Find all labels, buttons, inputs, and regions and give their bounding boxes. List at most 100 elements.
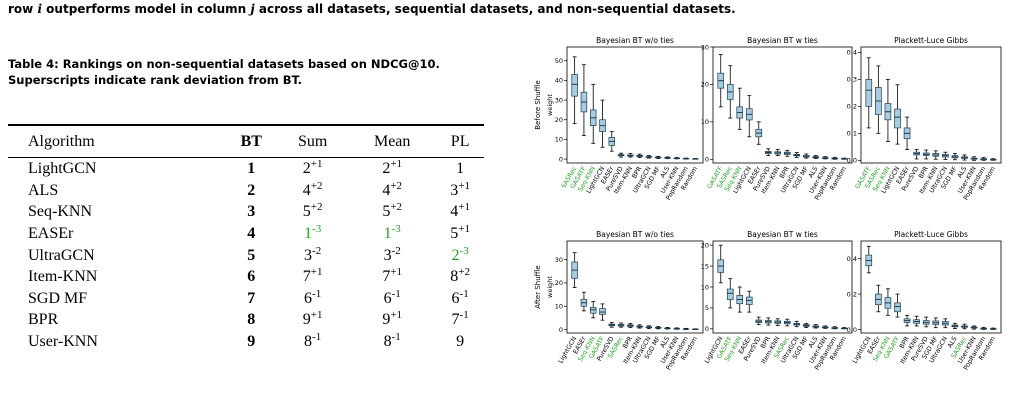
algorithm-cell: LightGCN	[28, 160, 97, 178]
rank: 9	[302, 311, 311, 329]
rank-deviation: -1	[312, 331, 322, 344]
x-tick-label: ALS	[956, 166, 968, 180]
panel-title: Bayesian BT w ties	[747, 230, 818, 239]
y-tick-label: 20	[701, 241, 709, 249]
table-body: LightGCN 1 2+1 2+1 1 ALS 2 4+2 4+2 3+1 Seq-KNN 3 5+2…	[8, 158, 484, 353]
box	[589, 307, 597, 314]
y-tick-label: 0	[705, 156, 709, 164]
x-tick-label: ALS	[659, 166, 671, 180]
panel-title: Bayesian BT w ties	[747, 36, 818, 45]
rank-cell: 1-3	[277, 223, 348, 245]
y-tick-label: 30	[555, 256, 563, 264]
panel-title: Bayesian BT w/o ties	[596, 36, 674, 45]
rank-deviation: +1	[390, 309, 403, 322]
algorithm-cell: Item-KNN	[28, 268, 98, 286]
row-label: Before Shuffle	[534, 80, 542, 130]
algorithm-cell: BPR	[28, 311, 59, 329]
rank-cell: 5+1	[436, 223, 484, 245]
y-tick-label: 50	[555, 57, 563, 65]
intro-part: row	[8, 2, 38, 16]
rank: 4	[382, 181, 391, 199]
y-tick-label: 30	[555, 96, 563, 104]
y-tick-label: 0	[559, 155, 563, 163]
axes-frame	[712, 240, 853, 334]
rank: 8	[304, 333, 313, 351]
y-tick-label: 10	[555, 303, 563, 311]
column-header: Sum	[277, 124, 349, 158]
rank: 6	[304, 289, 313, 307]
column-header: BT	[225, 124, 278, 158]
rank-cell: 7+1	[277, 266, 348, 288]
rank-cell: 3-2	[348, 244, 436, 266]
rank: 4	[450, 203, 459, 221]
panel-title: Plackett-Luce Gibbs	[894, 36, 968, 45]
axes-frame	[860, 46, 1002, 164]
row-label: After Shuffle	[534, 265, 542, 308]
rank-deviation: +2	[310, 201, 323, 214]
column-header: PL	[436, 124, 484, 158]
rank-cell: 4+1	[436, 201, 484, 223]
y-tick-label: 0.4	[847, 49, 857, 57]
table-row: SGD MF 7 6-1 6-1 6-1	[8, 288, 484, 310]
rank-cell: 8-1	[348, 331, 436, 353]
algorithm-cell: ALS	[28, 181, 59, 199]
y-tick-label: 30	[701, 43, 709, 51]
y-tick-label: 10	[701, 118, 709, 126]
rank-cell: 4+2	[348, 180, 436, 202]
rank-cell: 3+1	[436, 180, 484, 202]
rank-deviation: +1	[390, 266, 403, 279]
intro-part: outperforms model in column	[42, 2, 251, 16]
bt-cell: 5	[247, 246, 256, 264]
rank-deviation: -3	[459, 244, 469, 257]
bt-cell: 9	[247, 333, 256, 351]
box	[894, 302, 901, 313]
rank: 8	[450, 268, 459, 286]
table-row: Seq-KNN 3 5+2 5+2 4+1	[8, 201, 484, 223]
box	[865, 79, 873, 107]
rank: 3	[383, 246, 392, 264]
rank: 9	[382, 311, 391, 329]
rank-cell: 1-3	[348, 223, 436, 245]
axes-frame	[860, 240, 1002, 334]
rank-deviation: +2	[390, 179, 403, 192]
bt-cell: 8	[247, 311, 256, 329]
box	[726, 288, 734, 300]
table-caption: Table 4: Rankings on non-sequential data…	[8, 57, 440, 87]
y-axis-label: weight	[546, 94, 554, 116]
y-tick-label: 10	[555, 136, 563, 144]
table-row: Item-KNN 6 7+1 7+1 8+2	[8, 266, 484, 288]
ranking-table: Algorithm BT Sum Mean PL LightGCN 1 2+1 2+1 1 ALS 2…	[8, 124, 484, 352]
panel-title: Plackett-Luce Gibbs	[894, 230, 968, 239]
header-row: Algorithm BT Sum Mean PL	[8, 124, 484, 158]
y-tick-label: 0.3	[847, 76, 857, 84]
bt-cell: 6	[247, 268, 256, 286]
rank-deviation: +1	[310, 266, 323, 279]
rank-deviation: +2	[390, 201, 403, 214]
column-header: Algorithm	[8, 124, 226, 158]
rank-cell: 1	[436, 158, 484, 180]
rank-cell: 9+1	[277, 309, 348, 331]
table-row: ALS 2 4+2 4+2 3+1	[8, 180, 484, 202]
y-tick-label: 0.4	[847, 255, 857, 263]
y-tick-label: 0	[705, 325, 709, 333]
algorithm-cell: EASEr	[28, 225, 74, 243]
rank-deviation: -3	[312, 223, 322, 236]
rank-deviation: -2	[391, 244, 401, 257]
rank: 9	[456, 333, 465, 351]
rank-cell: 2-3	[436, 244, 484, 266]
y-tick-label: 0	[559, 326, 563, 334]
box	[894, 108, 901, 129]
intro-part: j	[250, 2, 255, 16]
rank: 7	[382, 268, 391, 286]
rank-cell: 2+1	[348, 158, 436, 180]
y-tick-label: 20	[555, 279, 563, 287]
rank: 5	[302, 203, 311, 221]
y-tick-label: 5	[705, 304, 709, 312]
y-tick-label: 20	[701, 81, 709, 89]
table-row: BPR 8 9+1 9+1 7-1	[8, 309, 484, 331]
rank-cell: 6-1	[277, 288, 348, 310]
rank-deviation: -1	[391, 331, 401, 344]
intro-part: i	[37, 2, 42, 16]
rank: 1	[304, 225, 313, 243]
